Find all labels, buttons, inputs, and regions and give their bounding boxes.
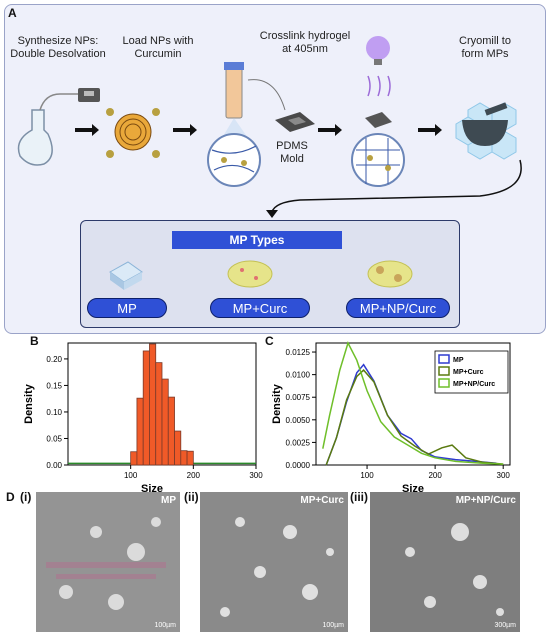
mp-type-pill-mp: MP [87, 298, 167, 318]
step-pdms-mold: PDMS Mold [276, 140, 308, 165]
series-line [325, 369, 504, 466]
histogram-bar [130, 451, 138, 466]
scale-bar-mp-curc: 100µm [322, 622, 344, 629]
step-cryomill: Cryomill to form MPs [459, 35, 511, 60]
y-tick-label: 0.0000 [286, 461, 311, 470]
image-tag-ii: (ii) [184, 490, 199, 504]
y-tick-label: 0.0125 [286, 348, 311, 357]
sem-label-mp: MP [161, 495, 176, 506]
histogram-bar [155, 362, 163, 466]
histogram-bar [142, 350, 150, 466]
histogram-bar [149, 343, 157, 466]
histogram-bar [180, 450, 188, 466]
sem-texture [370, 492, 520, 632]
mp-type-illustrations [109, 260, 413, 290]
histogram-bar [161, 378, 169, 466]
lamp-icon [351, 36, 405, 187]
image-tag-i: (i) [20, 490, 32, 504]
y-axis-label: Density [271, 383, 283, 424]
y-tick-label: 0.15 [46, 381, 62, 390]
x-tick-label: 200 [187, 471, 201, 480]
sem-image-mp-curc: MP+Curc 100µm [200, 492, 348, 632]
x-tick-label: 300 [249, 471, 263, 480]
schematic-drawing [17, 36, 522, 218]
panel-b-label: B [30, 334, 39, 348]
pdms-mold-icon [275, 112, 315, 132]
y-tick-label: 0.05 [46, 434, 62, 443]
legend-swatch [438, 366, 450, 376]
histogram-bar [136, 397, 144, 466]
flask-icon [17, 88, 100, 166]
sem-image-mp-np-curc: MP+NP/Curc 300µm [370, 492, 520, 632]
step-load: Load NPs with Curcumin [122, 35, 194, 60]
y-tick-label: 0.0050 [286, 416, 311, 425]
histogram-bar [167, 396, 175, 466]
x-tick-label: 100 [360, 471, 374, 480]
histogram-bar [174, 430, 182, 466]
scale-bar-mp: 100µm [154, 622, 176, 629]
sem-image-mp: MP 100µm [36, 492, 180, 632]
sem-label-mp-np-curc: MP+NP/Curc [455, 495, 516, 506]
nanoparticle-cluster-icon [106, 108, 160, 158]
scale-bar-mp-np-curc: 300µm [494, 622, 516, 629]
y-tick-label: 0.20 [46, 355, 62, 364]
histogram-bar [186, 450, 194, 466]
legend-entry: MP [453, 357, 464, 364]
y-tick-label: 0.0025 [286, 438, 311, 447]
y-axis-label: Density [23, 383, 35, 424]
sem-texture [200, 492, 348, 632]
step-crosslink: Crosslink hydrogel at 405nm [259, 30, 351, 55]
mp-type-pill-mp-curc: MP+Curc [210, 298, 310, 318]
mp-types-heading: MP Types [172, 231, 342, 249]
x-tick-label: 300 [497, 471, 511, 480]
mortar-icon [455, 102, 517, 160]
legend-swatch [438, 378, 450, 388]
y-tick-label: 0.10 [46, 408, 62, 417]
sem-label-mp-curc: MP+Curc [300, 495, 344, 506]
sem-texture [36, 492, 180, 632]
tube-icon [207, 62, 286, 187]
legend-entry: MP+NP/Curc [453, 381, 495, 388]
image-tag-iii: (iii) [350, 490, 368, 504]
x-tick-label: 200 [428, 471, 442, 480]
panel-a-label: A [8, 6, 17, 20]
y-tick-label: 0.0100 [286, 371, 311, 380]
panel-c-label: C [265, 334, 274, 348]
y-tick-label: 0.0075 [286, 393, 311, 402]
y-tick-label: 0.00 [46, 461, 62, 470]
legend-swatch [438, 354, 450, 364]
mp-type-pill-mp-np-curc: MP+NP/Curc [346, 298, 450, 318]
density-chart: 0.0000 0.0025 0.0050 0.0075 0.0100 0.0125 100 2… [271, 341, 511, 495]
series-line [322, 341, 504, 465]
panel-d-label: D [6, 490, 15, 504]
x-tick-label: 100 [124, 471, 138, 480]
legend-entry: MP+Curc [453, 369, 484, 376]
step-synthesize: Synthesize NPs: Double Desolvation [10, 35, 106, 60]
